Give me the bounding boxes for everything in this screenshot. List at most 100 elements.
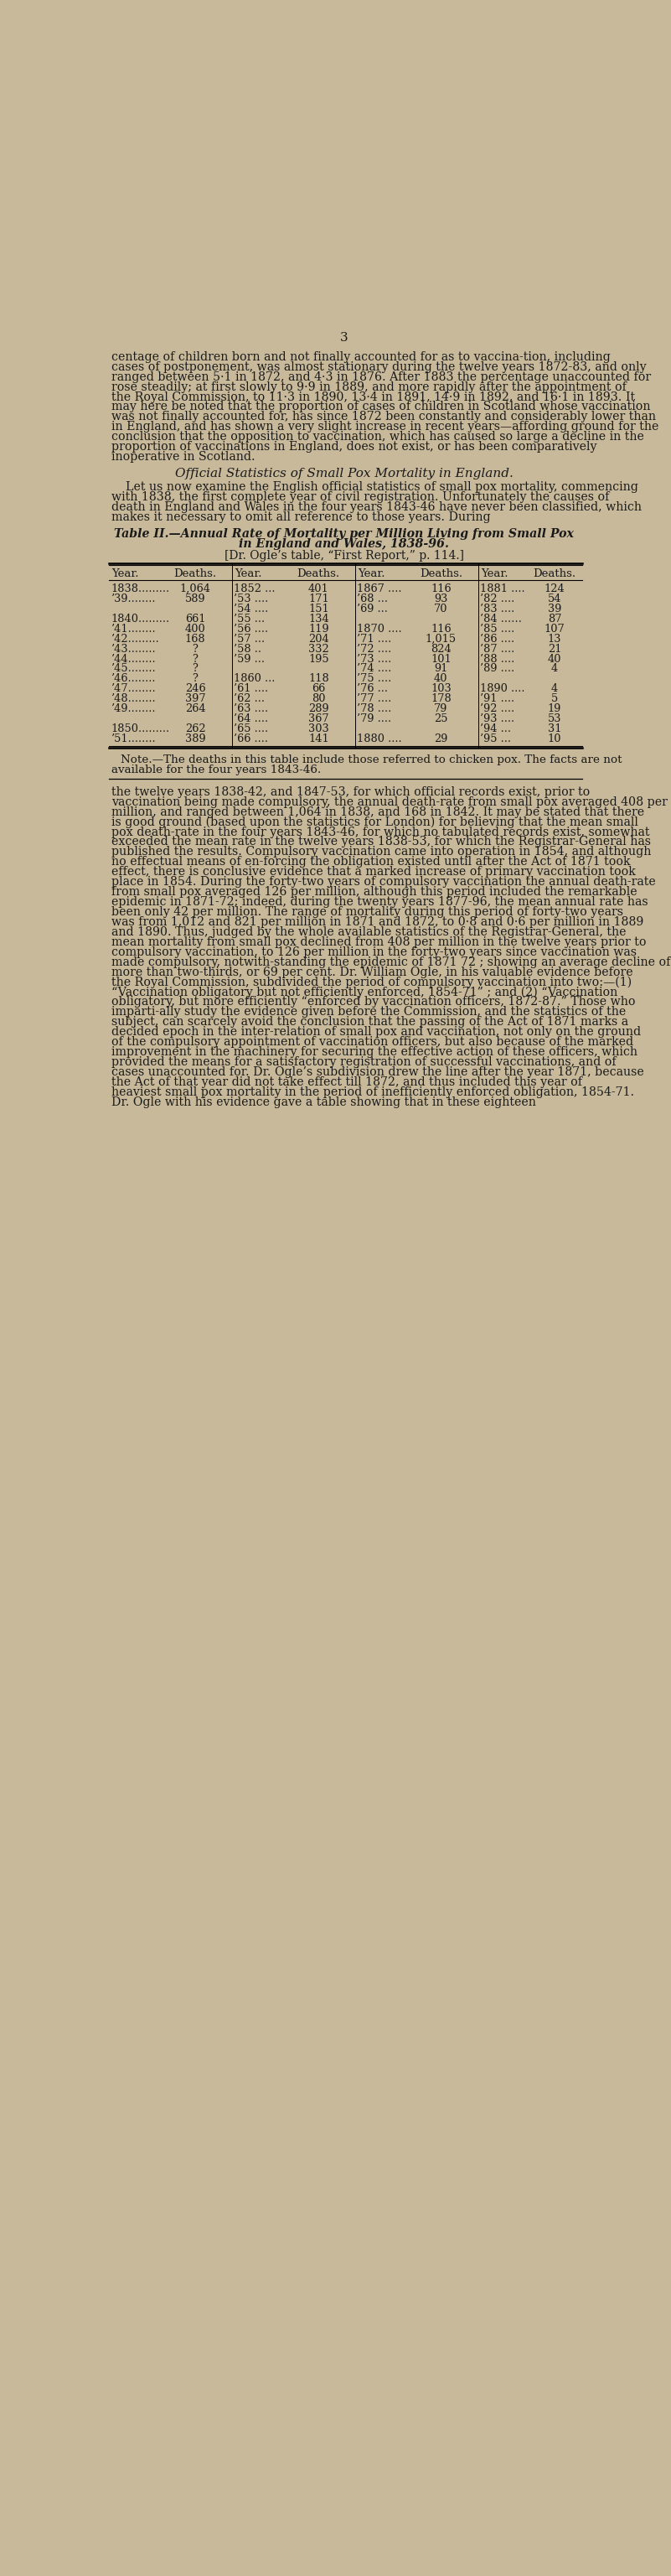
Text: 171: 171	[308, 592, 329, 605]
Text: in England, and has shown a very slight increase in recent years—affording groun: in England, and has shown a very slight …	[111, 420, 658, 433]
Text: no effectual means of en­forcing the obligation existed until after the Act of 1: no effectual means of en­forcing the obl…	[111, 855, 630, 868]
Text: ’69 ...: ’69 ...	[357, 603, 388, 613]
Text: Let us now examine the English official statistics of small pox mortality, comme: Let us now examine the English official …	[125, 482, 638, 492]
Text: 101: 101	[431, 654, 452, 665]
Text: ’72 ....: ’72 ....	[357, 644, 392, 654]
Text: ’54 ....: ’54 ....	[234, 603, 268, 613]
Text: 141: 141	[308, 734, 329, 744]
Text: Deaths.: Deaths.	[419, 569, 462, 580]
Text: ’51........: ’51........	[111, 734, 156, 744]
Text: published the results. Compulsory vaccination came into operation in 1854, and a: published the results. Compulsory vaccin…	[111, 845, 651, 858]
Text: ranged between 5·1 in 1872, and 4·3 in 1876. After 1883 the percentage unaccount: ranged between 5·1 in 1872, and 4·3 in 1…	[111, 371, 651, 384]
Text: ’49........: ’49........	[111, 703, 155, 714]
Text: 1,064: 1,064	[180, 582, 211, 595]
Text: made compulsory, notwith­standing the epidemic of 1871 72 ; showing an average d: made compulsory, notwith­standing the ep…	[111, 956, 670, 969]
Text: “Vaccination obligatory but not efficiently enforced, 1854-71” ; and (2) “Vaccin: “Vaccination obligatory but not efficien…	[111, 987, 617, 999]
Text: ’83 ....: ’83 ....	[480, 603, 515, 613]
Text: improvement in the machinery for securing the effective action of these officers: improvement in the machinery for securin…	[111, 1046, 637, 1059]
Text: Year.: Year.	[358, 569, 385, 580]
Text: 401: 401	[308, 582, 329, 595]
Text: 400: 400	[185, 623, 205, 634]
Text: 40: 40	[548, 654, 562, 665]
Text: Deaths.: Deaths.	[174, 569, 217, 580]
Text: 13: 13	[548, 634, 562, 644]
Text: decided epoch in the inter-relation of small pox and vaccination, not only on th: decided epoch in the inter-relation of s…	[111, 1025, 641, 1038]
Text: was not finally accounted for, has since 1872 been constantly and considerably l: was not finally accounted for, has since…	[111, 412, 656, 422]
Text: Year.: Year.	[480, 569, 508, 580]
Text: Table II.—Annual Rate of Mortality per Million Living from Small Pox: Table II.—Annual Rate of Mortality per M…	[114, 528, 574, 538]
Text: 151: 151	[308, 603, 329, 613]
Text: subject, can scarcely avoid the conclusion that the passing of the Act of 1871 m: subject, can scarcely avoid the conclusi…	[111, 1015, 628, 1028]
Text: 70: 70	[434, 603, 448, 613]
Text: more than two-thirds, or 69 per cent. Dr. William Ogle, in his valuable evidence: more than two-thirds, or 69 per cent. Dr…	[111, 966, 633, 979]
Text: ’46........: ’46........	[111, 672, 155, 685]
Text: 589: 589	[185, 592, 205, 605]
Text: ’71 ....: ’71 ....	[357, 634, 392, 644]
Text: 195: 195	[308, 654, 329, 665]
Text: from small pox averaged 126 per million, although this period included the remar: from small pox averaged 126 per million,…	[111, 886, 637, 899]
Text: 178: 178	[431, 693, 452, 703]
Text: 367: 367	[308, 714, 329, 724]
Text: ?: ?	[193, 644, 198, 654]
Text: compulsory vaccination, to 126 per million in the forty-two years since vaccinat: compulsory vaccination, to 126 per milli…	[111, 945, 636, 958]
Text: ’92 ....: ’92 ....	[480, 703, 515, 714]
Text: 204: 204	[308, 634, 329, 644]
Text: the twelve years 1838-42, and 1847-53, for which official records exist, prior t: the twelve years 1838-42, and 1847-53, f…	[111, 786, 590, 799]
Text: 3: 3	[340, 332, 348, 343]
Text: ’66 ....: ’66 ....	[234, 734, 268, 744]
Text: Deaths.: Deaths.	[297, 569, 340, 580]
Text: 289: 289	[308, 703, 329, 714]
Text: 19: 19	[548, 703, 562, 714]
Text: ’56 ....: ’56 ....	[234, 623, 268, 634]
Text: 1860 ...: 1860 ...	[234, 672, 275, 685]
Text: provided the means for a satisfactory registration of successful vaccinations, a: provided the means for a satisfactory re…	[111, 1056, 616, 1069]
Text: 53: 53	[548, 714, 562, 724]
Text: exceeded the mean rate in the twelve years 1838-53, for which the Registrar-Gene: exceeded the mean rate in the twelve yea…	[111, 837, 651, 848]
Text: 10: 10	[548, 734, 562, 744]
Text: 168: 168	[185, 634, 205, 644]
Text: ’82 ....: ’82 ....	[480, 592, 515, 605]
Text: ’78 ....: ’78 ....	[357, 703, 392, 714]
Text: 31: 31	[548, 724, 562, 734]
Text: 116: 116	[431, 623, 452, 634]
Text: Deaths.: Deaths.	[533, 569, 576, 580]
Text: mean mortality from small pox declined from 408 per million in the twelve years : mean mortality from small pox declined f…	[111, 935, 646, 948]
Text: 119: 119	[308, 623, 329, 634]
Text: ’91 ....: ’91 ....	[480, 693, 515, 703]
Text: of the compulsory appointment of vaccination officers, but also because of the m: of the compulsory appointment of vaccina…	[111, 1036, 633, 1048]
Text: 118: 118	[308, 672, 329, 685]
Text: ’68 ...: ’68 ...	[357, 592, 389, 605]
Text: 1870 ....: 1870 ....	[357, 623, 402, 634]
Text: place in 1854. During the forty-two years of compulsory vaccination the annual d: place in 1854. During the forty-two year…	[111, 876, 656, 889]
Text: ’79 ....: ’79 ....	[357, 714, 392, 724]
Text: and 1890. Thus, judged by the whole available statistics of the Registrar-Genera: and 1890. Thus, judged by the whole avai…	[111, 927, 626, 938]
Text: ’58 ..: ’58 ..	[234, 644, 262, 654]
Text: 93: 93	[434, 592, 448, 605]
Text: 91: 91	[434, 665, 448, 675]
Text: ?: ?	[193, 672, 198, 685]
Text: 1852 ...: 1852 ...	[234, 582, 275, 595]
Text: heaviest small pox mortality in the period of inefficiently enforced obligation,: heaviest small pox mortality in the peri…	[111, 1087, 634, 1097]
Text: 39: 39	[548, 603, 562, 613]
Text: 1850.........: 1850.........	[111, 724, 169, 734]
Text: effect, there is conclusive evidence that a marked increase of primary vaccinati: effect, there is conclusive evidence tha…	[111, 866, 635, 878]
Text: ’94 ...: ’94 ...	[480, 724, 511, 734]
Text: ’89 ....: ’89 ....	[480, 665, 515, 675]
Text: 80: 80	[311, 693, 325, 703]
Text: 4: 4	[551, 683, 558, 696]
Text: cases of postponement, was almost stationary during the twelve years 1872-83, an: cases of postponement, was almost statio…	[111, 361, 646, 374]
Text: ’77 ....: ’77 ....	[357, 693, 392, 703]
Text: the Act of that year did not take effect till 1872, and thus included this year : the Act of that year did not take effect…	[111, 1077, 582, 1087]
Text: ’88 ....: ’88 ....	[480, 654, 515, 665]
Text: ’62 ...: ’62 ...	[234, 693, 265, 703]
Text: ’53 ....: ’53 ....	[234, 592, 268, 605]
Text: ?: ?	[193, 665, 198, 675]
Text: 79: 79	[434, 703, 448, 714]
Text: imparti­ally study the evidence given before the Commission, and the statistics : imparti­ally study the evidence given be…	[111, 1007, 625, 1018]
Text: Official Statistics of Small Pox Mortality in England.: Official Statistics of Small Pox Mortali…	[175, 469, 513, 479]
Text: ’47........: ’47........	[111, 683, 156, 696]
Text: 25: 25	[434, 714, 448, 724]
Text: 389: 389	[185, 734, 205, 744]
Text: Year.: Year.	[234, 569, 262, 580]
Text: 397: 397	[185, 693, 205, 703]
